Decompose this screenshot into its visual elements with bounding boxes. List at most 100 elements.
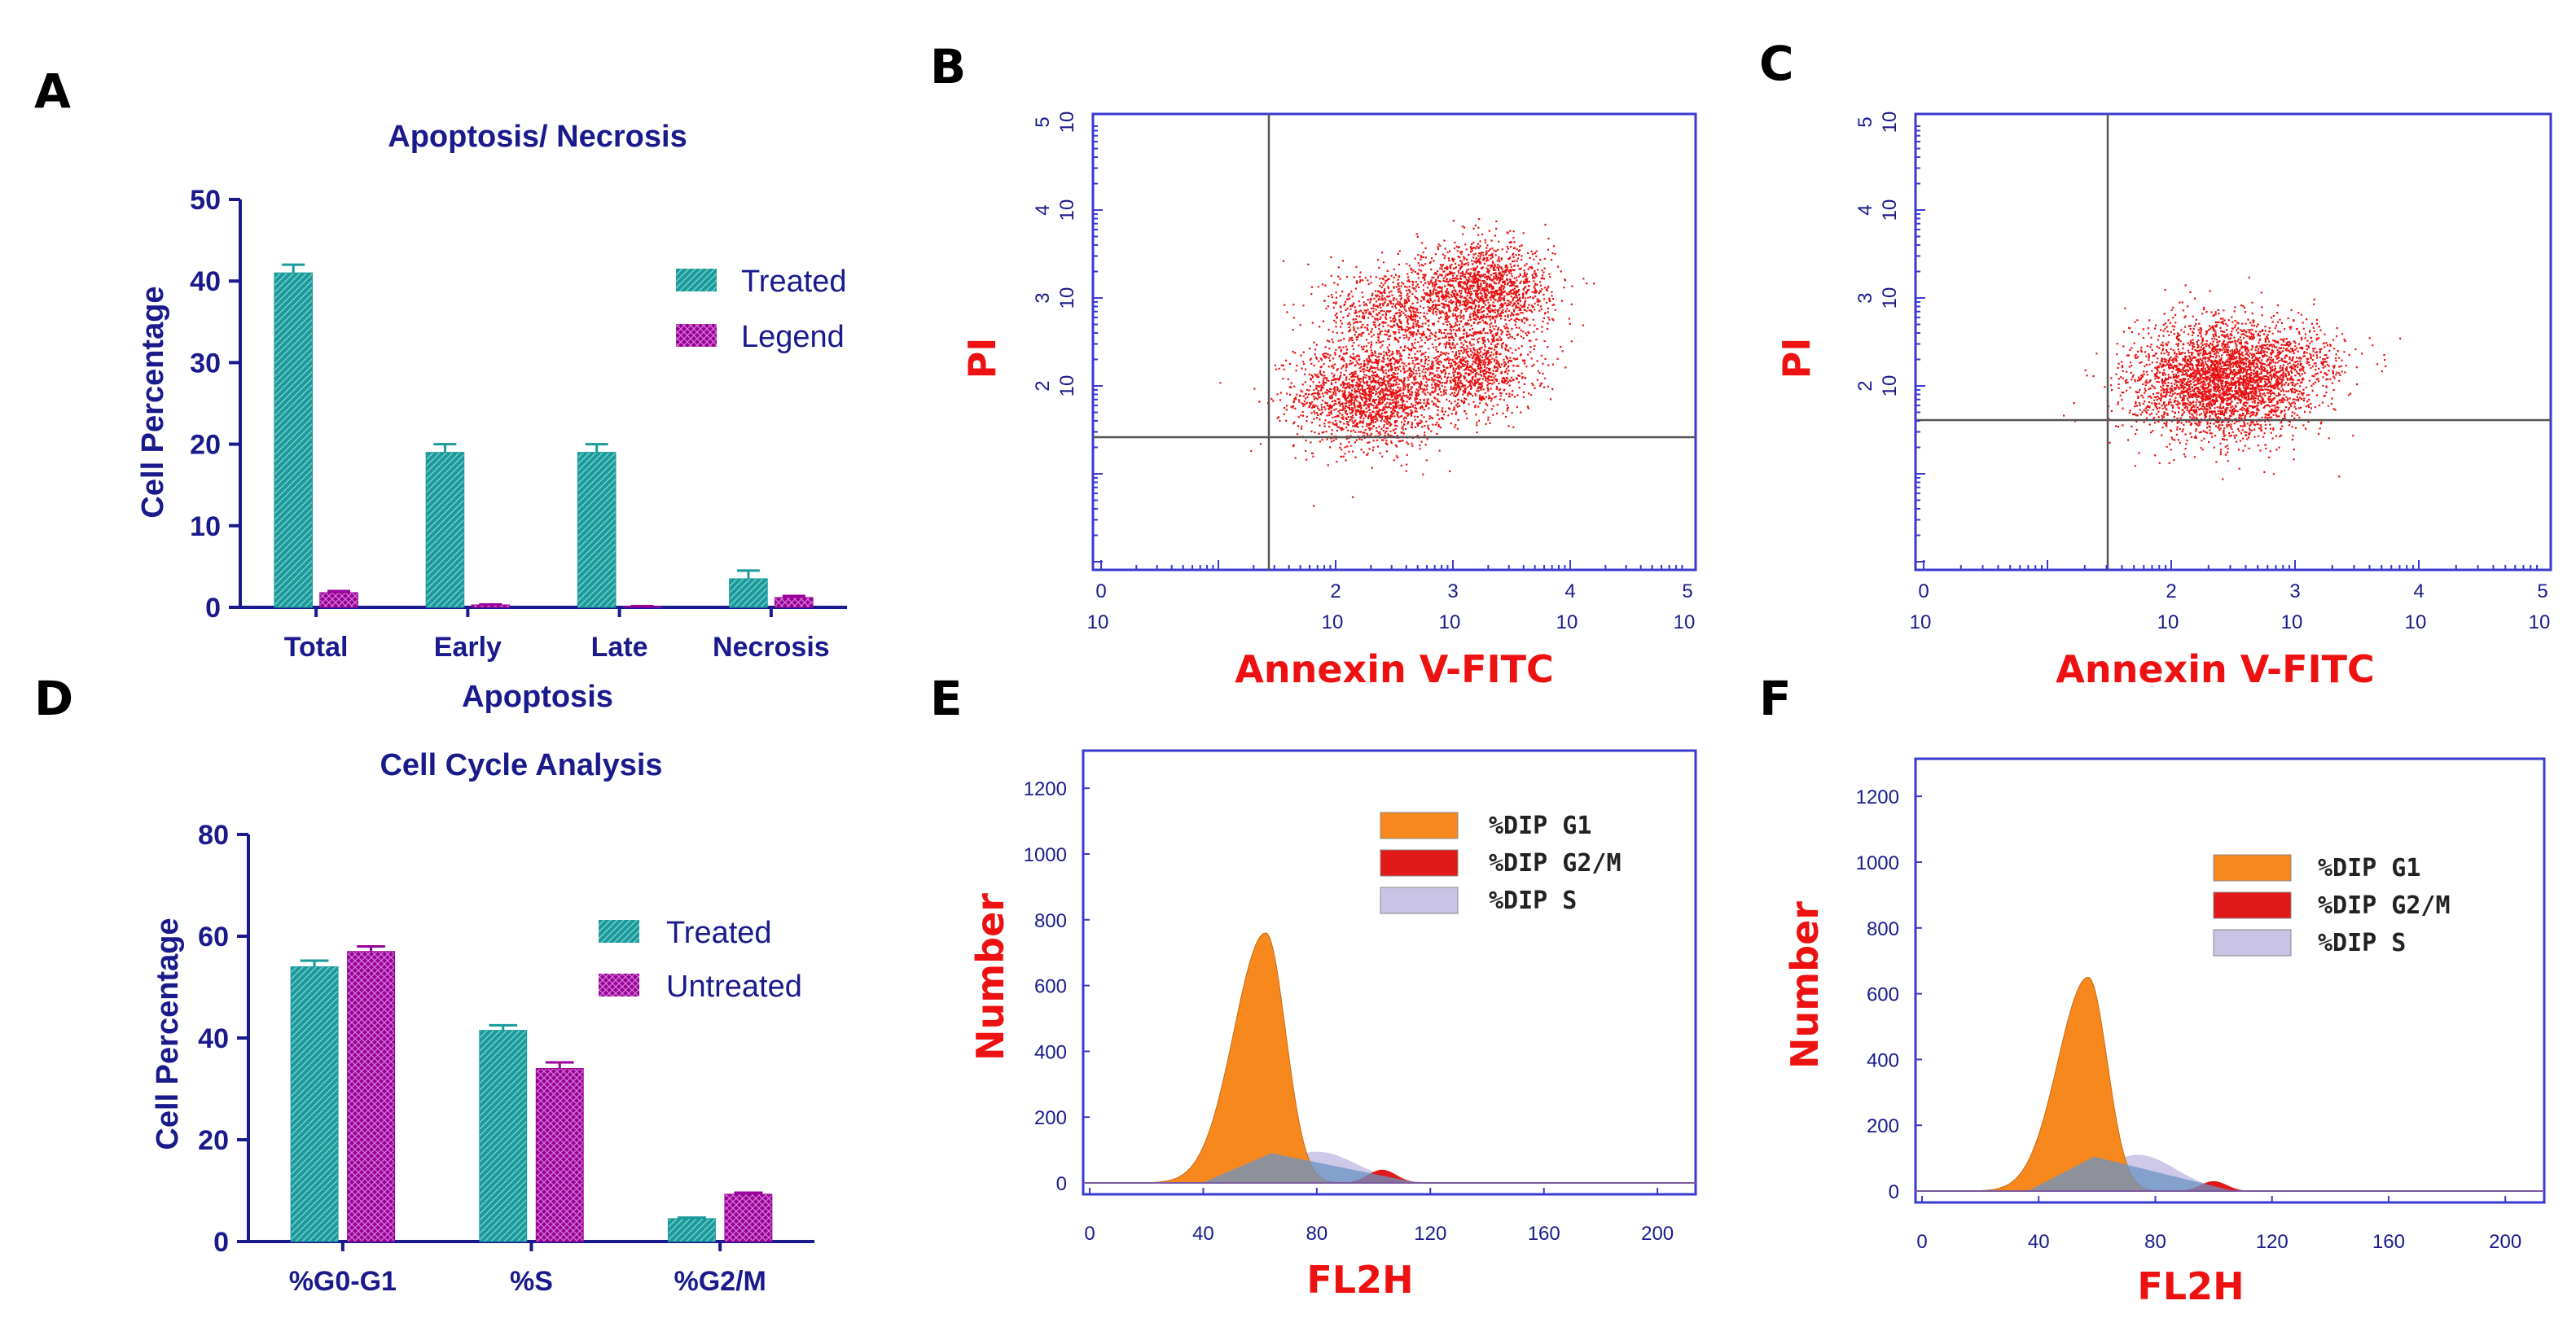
panel-e-xtick-label: 40	[1192, 1223, 1214, 1245]
panel-c-ylabel: PI	[1775, 338, 1819, 379]
panel-c-xtick-exp: 2	[2166, 580, 2176, 602]
panel-b-xtick-base: 10	[1556, 611, 1578, 633]
panel-c-xtick-exp: 0	[1918, 580, 1929, 602]
chart-d-ytick-label: 40	[198, 1023, 229, 1054]
panel-c-ytick-base: 10	[1879, 287, 1901, 309]
panel-e-histogram: 0 40 80 120 160 200 0 200 400 600 800 1000 1200 %DIP…	[968, 749, 1697, 1302]
panel-e-overlay	[1202, 1153, 1419, 1183]
panel-b-ytick-base: 10	[1056, 199, 1078, 221]
chart-d-bar-s1	[667, 1218, 716, 1242]
panel-f-xtick-label: 160	[2372, 1231, 2405, 1253]
panel-b-ytick-base: 10	[1056, 112, 1078, 134]
chart-d-title: Cell Cycle Analysis	[380, 748, 662, 782]
panel-letter-e: E	[930, 671, 963, 726]
panel-e-xtick-label: 200	[1641, 1223, 1674, 1245]
legend-e-label-s: %DIP S	[1489, 887, 1577, 915]
panel-e-ytick-label: 600	[1034, 976, 1067, 998]
chart-d-xtick-label: %S	[510, 1266, 553, 1297]
chart-a-legend: Treated Legend	[676, 265, 847, 354]
legend-d-swatch-treated	[599, 920, 639, 943]
panel-c-xtick-base: 10	[1910, 611, 1932, 633]
chart-a-xtick-label: Early	[434, 632, 502, 663]
panel-e-xtick-label: 160	[1528, 1223, 1560, 1245]
legend-a-label-legend: Legend	[741, 320, 845, 354]
legend-f-label-g2m: %DIP G2/M	[2318, 891, 2451, 920]
panel-c-ytick-base: 10	[1879, 112, 1901, 134]
panel-f-overlay	[2027, 1156, 2234, 1191]
panel-letter-c: C	[1759, 36, 1794, 91]
chart-a-xtick-label: Total	[284, 632, 349, 663]
chart-a-xtick-label: Necrosis	[713, 632, 830, 663]
chart-a-ytick-label: 30	[190, 348, 221, 379]
panel-c-ytick-base: 10	[1879, 199, 1901, 221]
panel-c-ytick-exp: 3	[1854, 292, 1876, 303]
panel-f-legend: %DIP G1 %DIP G2/M %DIP S	[2213, 854, 2451, 957]
panel-letter-b: B	[930, 39, 966, 94]
panel-f-xtick-label: 120	[2256, 1231, 2289, 1253]
panel-f-histogram: 0 40 80 120 160 200 0 200 400 600 800 1000 1200 %DIP…	[1783, 757, 2546, 1308]
panel-e-xtick-label: 80	[1306, 1223, 1328, 1245]
panel-e-ylabel: Number	[968, 893, 1012, 1061]
panel-c-ytick-exp: 2	[1854, 380, 1876, 391]
chart-a-ytick-label: 40	[190, 266, 221, 297]
panel-e-xlabel: FL2H	[1306, 1258, 1413, 1302]
panel-f-frame	[1914, 757, 2546, 1204]
chart-d-ytick-label: 0	[213, 1227, 229, 1258]
panel-e-xtick-label: 120	[1414, 1223, 1446, 1245]
panel-c-events	[2063, 276, 2402, 480]
legend-e-label-g2m: %DIP G2/M	[1489, 849, 1622, 878]
panel-b-ytick-exp: 4	[1032, 204, 1054, 215]
chart-a-bar-s1	[729, 578, 768, 608]
legend-e-swatch-g2m	[1380, 849, 1459, 877]
panel-e-xtick-label: 0	[1084, 1223, 1095, 1245]
panel-b-xtick-exp: 5	[1682, 580, 1692, 602]
panel-b-xtick-base: 10	[1322, 611, 1344, 633]
panel-c-xtick-exp: 5	[2537, 580, 2547, 602]
panel-c-xtick-base: 10	[2157, 611, 2179, 633]
panel-b-ytick-exp: 2	[1032, 380, 1054, 391]
panel-f-ytick-label: 200	[1867, 1115, 1899, 1137]
chart-d-xtick-label: %G0-G1	[289, 1266, 397, 1297]
panel-b-xtick-exp: 0	[1095, 580, 1106, 602]
chart-a-bar-s2	[775, 597, 814, 608]
legend-f-swatch-s	[2213, 929, 2292, 957]
panel-c-xtick-exp: 3	[2289, 580, 2300, 602]
panel-b-ytick-exp: 5	[1032, 116, 1054, 127]
panel-c-ytick-exp: 5	[1854, 116, 1876, 127]
panel-b-xtick-exp: 4	[1564, 580, 1575, 602]
panel-f-ylabel: Number	[1783, 901, 1827, 1069]
panel-c-xtick-base: 10	[2405, 611, 2427, 633]
panel-f-ytick-label: 1200	[1856, 786, 1899, 808]
chart-a-bar-s2	[319, 592, 358, 608]
legend-d-label-treated: Treated	[666, 916, 772, 950]
chart-d-bar-s1	[290, 966, 339, 1242]
legend-e-swatch-s	[1380, 887, 1459, 914]
chart-d-ytick-label: 60	[198, 922, 229, 953]
panel-e-ytick-label: 200	[1034, 1107, 1067, 1129]
legend-a-label-treated: Treated	[741, 265, 847, 299]
panel-f-xtick-label: 200	[2489, 1231, 2521, 1253]
chart-d-bar-s2	[535, 1068, 584, 1242]
chart-a-ytick-label: 10	[190, 511, 221, 542]
chart-a-xlabel: Apoptosis	[462, 680, 613, 714]
chart-d-bar-s1	[479, 1030, 528, 1242]
panel-f-ytick-label: 600	[1867, 984, 1899, 1006]
panel-b-xlabel: Annexin V-FITC	[1235, 647, 1554, 691]
legend-f-label-s: %DIP S	[2318, 929, 2406, 957]
panel-b-xtick-exp: 3	[1447, 580, 1458, 602]
chart-d-xtick-label: %G2/M	[674, 1266, 766, 1297]
legend-d-swatch-untreated	[599, 974, 639, 996]
panel-b-events	[1219, 218, 1595, 507]
chart-a-xtick-label: Late	[591, 632, 648, 663]
chart-a-title: Apoptosis/ Necrosis	[388, 120, 687, 154]
legend-e-label-g1: %DIP G1	[1489, 812, 1591, 840]
chart-d-bar-s2	[347, 951, 396, 1242]
panel-f-peak-g2m	[2130, 1180, 2267, 1191]
panel-f-xtick-label: 40	[2028, 1231, 2050, 1253]
panel-a-bar-chart: Apoptosis/ Necrosis Cell Percentage Apop…	[136, 120, 847, 714]
panel-b-xtick-base: 10	[1439, 611, 1461, 633]
panel-b-ylabel: PI	[960, 338, 1004, 379]
panel-letter-a: A	[34, 64, 71, 119]
